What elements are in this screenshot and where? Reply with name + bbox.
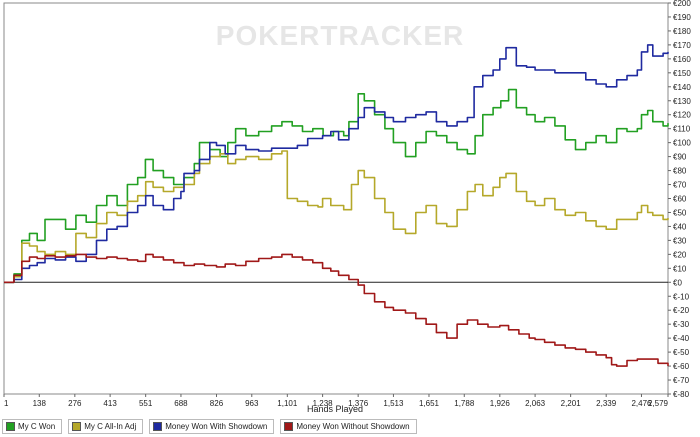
y-tick-label: €120: [673, 111, 691, 120]
legend-label: My C Won: [18, 422, 56, 431]
x-tick-label: 551: [139, 399, 153, 408]
y-tick-label: €0: [673, 278, 682, 287]
legend-label: My C All-In Adj: [84, 422, 137, 431]
x-tick-label: 2,339: [596, 399, 617, 408]
y-tick-label: €130: [673, 97, 691, 106]
y-tick-label: €100: [673, 139, 691, 148]
legend-item: My C All-In Adj: [68, 419, 144, 434]
legend-item: My C Won: [2, 419, 63, 434]
x-tick-label: 1,788: [454, 399, 475, 408]
series-line-my-c-won: [4, 88, 669, 284]
y-tick-label: €60: [673, 195, 687, 204]
x-tick-label: 826: [210, 399, 224, 408]
plot-frame: [3, 2, 669, 395]
y-tick-label: €160: [673, 55, 691, 64]
legend-label: Money Won Without Showdown: [296, 422, 410, 431]
y-axis: €-80 €-70 €-60 €-50 €-40 €-30 €-20 €-10 €0 €10 €20…: [668, 0, 691, 399]
legend-swatch: [284, 422, 294, 431]
y-tick-label: €200: [673, 0, 691, 8]
y-tick-label: €70: [673, 181, 687, 190]
y-tick-label: €30: [673, 236, 687, 245]
x-tick-label: 413: [103, 399, 117, 408]
x-tick-label: 276: [68, 399, 82, 408]
x-axis-label: Hands Played: [307, 404, 363, 414]
x-axis: 1 138 276 413 551 688 826 963 1,101 1,238 1,376 1,5…: [3, 394, 669, 408]
y-tick-label: €10: [673, 264, 687, 273]
series-line-my-c-all-in-adj: [4, 150, 669, 284]
x-tick-label: 1: [4, 399, 9, 408]
legend-item: Money Won With Showdown: [149, 419, 275, 434]
x-tick-label: 138: [33, 399, 47, 408]
x-tick-label: 1,513: [383, 399, 404, 408]
y-tick-label: €-20: [673, 306, 690, 315]
y-tick-label: €180: [673, 27, 691, 36]
y-tick-label: €-50: [673, 348, 690, 357]
series-line-money-won-with-showdown: [4, 44, 669, 284]
y-tick-label: €140: [673, 83, 691, 92]
y-tick-label: €-40: [673, 334, 690, 343]
y-tick-label: €170: [673, 41, 691, 50]
axes: [3, 2, 669, 395]
x-tick-label: 2,063: [525, 399, 546, 408]
y-tick-label: €-30: [673, 320, 690, 329]
legend-label: Money Won With Showdown: [165, 422, 268, 431]
y-tick-label: €150: [673, 69, 691, 78]
y-tick-label: €40: [673, 222, 687, 231]
y-tick-label: €20: [673, 250, 687, 259]
x-tick-label: 963: [245, 399, 259, 408]
legend-swatch: [153, 422, 163, 431]
y-tick-label: €110: [673, 125, 691, 134]
y-tick-label: €-70: [673, 376, 690, 385]
legend-swatch: [6, 422, 15, 431]
legend-item: Money Won Without Showdown: [280, 419, 417, 434]
y-tick-label: €90: [673, 153, 687, 162]
legend-swatch: [72, 422, 82, 431]
x-tick-label: 2,201: [561, 399, 582, 408]
y-tick-label: €-60: [673, 362, 690, 371]
y-tick-label: €-80: [673, 390, 690, 399]
x-tick-label: 2,579: [648, 399, 669, 408]
x-tick-label: 2,476: [631, 399, 652, 408]
x-tick-label: 1,651: [419, 399, 440, 408]
x-tick-label: 1,376: [348, 399, 369, 408]
x-tick-label: 1,926: [490, 399, 511, 408]
plot-area: [4, 44, 669, 367]
legend: My C Won My C All-In Adj Money Won With Sh…: [2, 419, 417, 434]
series-line-money-won-without-showdown: [4, 253, 669, 367]
watermark: POKERTRACKER: [216, 20, 464, 51]
x-tick-label: 1,238: [313, 399, 334, 408]
x-tick-label: 688: [174, 399, 188, 408]
y-tick-label: €-10: [673, 292, 690, 301]
x-tick-label: 1,101: [277, 399, 298, 408]
y-tick-label: €80: [673, 167, 687, 176]
y-tick-label: €50: [673, 208, 687, 217]
y-tick-label: €190: [673, 13, 691, 22]
